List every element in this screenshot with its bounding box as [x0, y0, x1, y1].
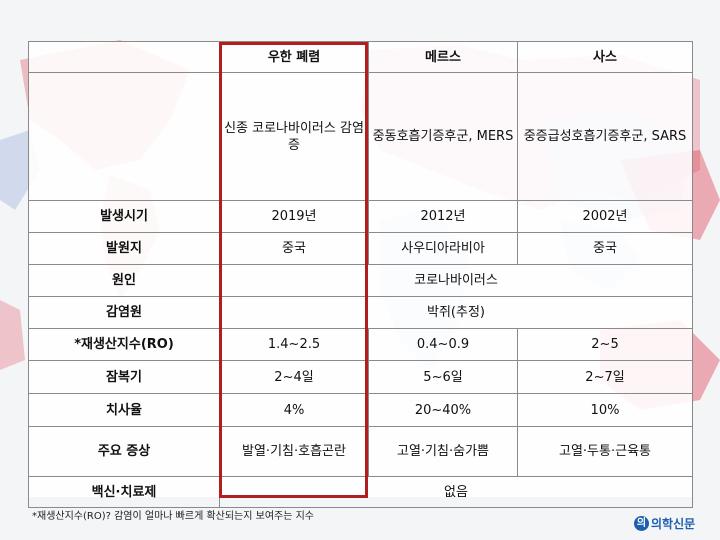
cell-symptoms-sars: 고열·두통·근육통: [517, 426, 693, 477]
column-header-wuhan: 우한 폐렴: [219, 41, 369, 73]
cell-onset-wuhan: 2019년: [219, 200, 369, 233]
table-row-symptoms: 주요 증상 발열·기침·호흡곤란 고열·기침·숨가쁨 고열·두통·근육통: [28, 426, 693, 477]
cell-r0-sars: 2~5: [517, 328, 693, 361]
empty-corner-cell: [28, 41, 220, 73]
table-row-name: 신종 코로나바이러스 감염증 중동호흡기증후군, MERS 중증급성호흡기증후군…: [28, 72, 693, 201]
row-label-symptoms: 주요 증상: [28, 426, 220, 477]
table-row-cause: 원인 코로나바이러스: [28, 264, 693, 297]
cell-incubation-wuhan: 2~4일: [219, 360, 369, 394]
row-label-r0: *재생산지수(RO): [28, 328, 220, 361]
column-header-sars: 사스: [517, 41, 693, 73]
cell-treatment-merged: 없음: [219, 476, 693, 508]
row-label-cause: 원인: [28, 264, 220, 297]
cell-fatality-wuhan: 4%: [219, 393, 369, 427]
table-row-source: 감염원 박쥐(추정): [28, 296, 693, 329]
table-header-row: 우한 폐렴 메르스 사스: [28, 41, 693, 73]
cell-onset-mers: 2012년: [368, 200, 518, 233]
cell-incubation-sars: 2~7일: [517, 360, 693, 394]
cell-name-mers: 중동호흡기증후군, MERS: [368, 72, 518, 201]
cell-symptoms-wuhan: 발열·기침·호흡곤란: [219, 426, 369, 477]
cell-origin-mers: 사우디아라비아: [368, 232, 518, 265]
table-row-origin: 발원지 중국 사우디아라비아 중국: [28, 232, 693, 265]
cell-origin-wuhan: 중국: [219, 232, 369, 265]
row-label-onset: 발생시기: [28, 200, 220, 233]
empty-row-label: [28, 72, 220, 201]
row-label-source: 감염원: [28, 296, 220, 329]
cell-origin-sars: 중국: [517, 232, 693, 265]
row-label-incubation: 잠복기: [28, 360, 220, 394]
row-label-treatment: 백신·치료제: [28, 476, 220, 508]
table-row-onset: 발생시기 2019년 2012년 2002년: [28, 200, 693, 233]
medical-newspaper-logo-icon: 의: [634, 516, 649, 531]
cell-r0-mers: 0.4~0.9: [368, 328, 518, 361]
cell-r0-wuhan: 1.4~2.5: [219, 328, 369, 361]
publisher-name: 의학신문: [651, 517, 696, 531]
cell-symptoms-mers: 고열·기침·숨가쁨: [368, 426, 518, 477]
table-row-incubation: 잠복기 2~4일 5~6일 2~7일: [28, 360, 693, 394]
publisher-logo: 의 의학신문: [634, 515, 695, 532]
disease-comparison-table: 우한 폐렴 메르스 사스 신종 코로나바이러스 감염증 중동호흡기증후군, ME…: [28, 41, 693, 508]
cell-cause-merged: 코로나바이러스: [219, 264, 693, 297]
cell-source-merged: 박쥐(추정): [219, 296, 693, 329]
table-row-fatality: 치사율 4% 20~40% 10%: [28, 393, 693, 427]
cell-name-wuhan: 신종 코로나바이러스 감염증: [219, 72, 369, 201]
table-row-r0: *재생산지수(RO) 1.4~2.5 0.4~0.9 2~5: [28, 328, 693, 361]
cell-name-sars: 중증급성호흡기증후군, SARS: [517, 72, 693, 201]
cell-incubation-mers: 5~6일: [368, 360, 518, 394]
cell-onset-sars: 2002년: [517, 200, 693, 233]
row-label-fatality: 치사율: [28, 393, 220, 427]
footnote: *재생산지수(RO)? 감염이 얼마나 빠르게 확산되는지 보여주는 지수: [32, 511, 315, 522]
cell-fatality-mers: 20~40%: [368, 393, 518, 427]
column-header-mers: 메르스: [368, 41, 518, 73]
cell-fatality-sars: 10%: [517, 393, 693, 427]
row-label-origin: 발원지: [28, 232, 220, 265]
comparison-panel: 우한 폐렴 메르스 사스 신종 코로나바이러스 감염증 중동호흡기증후군, ME…: [28, 41, 693, 508]
table-row-treatment: 백신·치료제 없음: [28, 476, 693, 508]
